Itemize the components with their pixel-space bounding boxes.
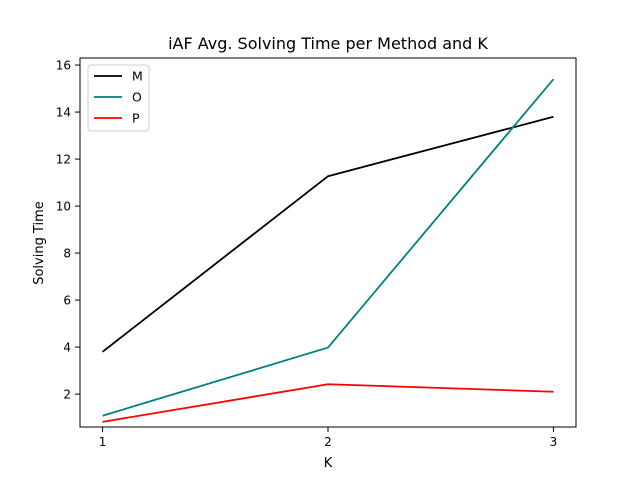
y-tick-label: 6 — [63, 294, 71, 308]
y-tick-label: 12 — [56, 153, 71, 167]
y-tick-label: 8 — [63, 247, 71, 261]
plot-frame — [79, 57, 577, 428]
series-line-O — [102, 78, 555, 417]
series-line-M — [101, 115, 554, 353]
y-tick-label: 14 — [56, 106, 71, 120]
y-tick-label: 16 — [56, 59, 71, 73]
legend-label-M: M — [132, 69, 143, 84]
y-tick-label: 2 — [63, 388, 71, 402]
y-axis-label: Solving Time — [32, 201, 47, 285]
y-tick-label: 10 — [56, 200, 71, 214]
x-tick-label: 3 — [550, 435, 558, 449]
legend-label-P: P — [132, 111, 140, 126]
chart-title: iAF Avg. Solving Time per Method and K — [168, 34, 488, 53]
x-tick-label: 1 — [99, 435, 107, 449]
legend-label-O: O — [132, 90, 142, 105]
legend: MOP — [87, 64, 150, 132]
x-axis-label: K — [324, 456, 333, 471]
legend-box — [87, 64, 150, 132]
series-lines — [101, 78, 555, 423]
y-tick-label: 4 — [63, 341, 71, 355]
x-tick-label: 2 — [324, 435, 332, 449]
series-line-P — [102, 383, 554, 423]
